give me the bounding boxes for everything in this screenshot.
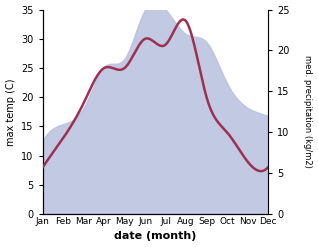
Y-axis label: med. precipitation (kg/m2): med. precipitation (kg/m2)	[303, 55, 313, 168]
Y-axis label: max temp (C): max temp (C)	[5, 78, 16, 145]
X-axis label: date (month): date (month)	[114, 231, 197, 242]
